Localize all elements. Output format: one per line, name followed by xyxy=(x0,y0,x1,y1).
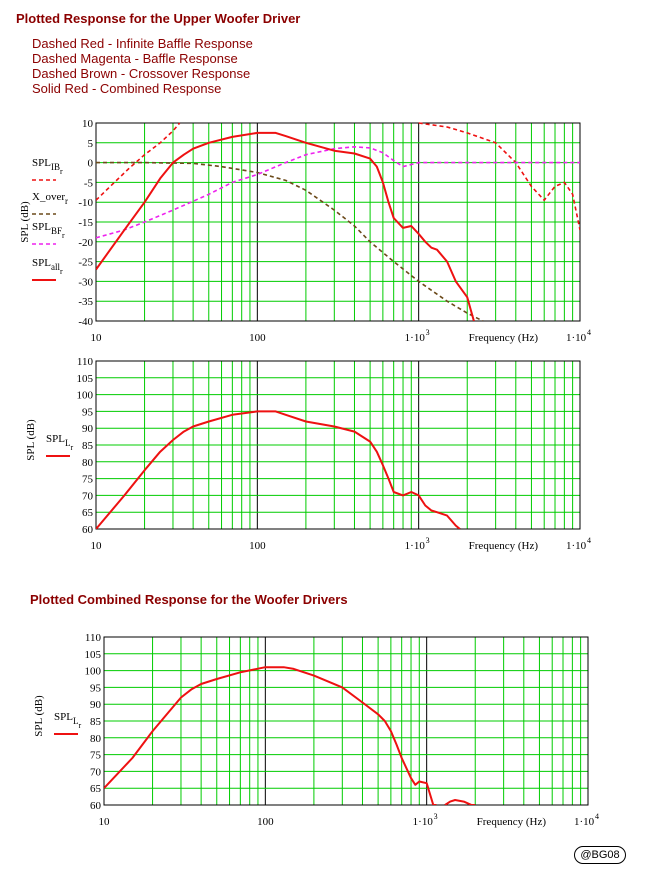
x-tick-label-exponent: 3 xyxy=(434,812,438,821)
legend-spl-bf-label: SPLBFr xyxy=(32,221,65,240)
y-tick-label: -30 xyxy=(78,276,93,288)
x-tick-label: 1·10 xyxy=(566,332,587,344)
y-tick-label: 90 xyxy=(90,699,102,711)
y-tick-label: -20 xyxy=(78,237,93,249)
x-tick-label-exponent: 3 xyxy=(426,536,430,545)
y-tick-label: 70 xyxy=(90,766,102,778)
y-tick-label: 105 xyxy=(85,649,102,661)
y-tick-label: 75 xyxy=(82,474,94,486)
y-tick-label: 95 xyxy=(82,406,94,418)
y-tick-label: 90 xyxy=(82,423,94,435)
x-tick-label: 100 xyxy=(249,540,266,552)
watermark-badge: @BG08 xyxy=(574,846,626,864)
legend-spl-l-combined-label: SPLLr xyxy=(54,711,81,730)
y-tick-label: -15 xyxy=(78,217,93,229)
x-tick-label: 10 xyxy=(91,540,103,552)
x-tick-label-exponent: 4 xyxy=(587,536,591,545)
legend-spl-all-label: SPLallr xyxy=(32,257,63,276)
y-tick-label: 65 xyxy=(82,507,94,519)
plot-frame xyxy=(95,360,581,530)
x-axis-label: Frequency (Hz) xyxy=(469,332,539,344)
legend-spl-ib-label: SPLIBr xyxy=(32,157,63,176)
y-axis-label: SPL (dB) xyxy=(19,201,31,243)
y-tick-label: 60 xyxy=(82,524,94,536)
y-tick-label: -25 xyxy=(78,257,93,269)
x-tick-label: 100 xyxy=(249,332,266,344)
y-tick-label: 75 xyxy=(90,750,102,762)
y-tick-label: 85 xyxy=(82,440,94,452)
y-tick-label: 95 xyxy=(90,682,102,694)
y-tick-label: -5 xyxy=(84,177,94,189)
series-line-spl-ib-r xyxy=(96,122,580,231)
y-tick-label: -35 xyxy=(78,296,93,308)
y-tick-label: 65 xyxy=(90,783,102,795)
y-tick-label: 110 xyxy=(85,632,102,644)
y-tick-label: 100 xyxy=(77,390,94,402)
x-axis-label: Frequency (Hz) xyxy=(469,540,539,552)
y-axis-label: SPL (dB) xyxy=(33,695,45,737)
x-tick-label: 1·10 xyxy=(405,540,426,552)
y-tick-label: 10 xyxy=(82,118,94,130)
x-tick-label: 100 xyxy=(257,816,274,828)
description-baffle: Dashed Magenta - Baffle Response xyxy=(32,51,238,66)
series-line-spl-all-r xyxy=(96,131,475,321)
x-axis-label: Frequency (Hz) xyxy=(477,816,547,828)
legend-x-over-label: X_overr xyxy=(32,191,68,206)
series-line-x-over-r xyxy=(96,161,484,321)
y-tick-label: 70 xyxy=(82,490,94,502)
x-tick-label: 1·10 xyxy=(566,540,587,552)
x-tick-label: 1·10 xyxy=(413,816,434,828)
series-line-spl-l-r xyxy=(96,410,461,529)
x-tick-label: 10 xyxy=(99,816,111,828)
y-tick-label: 0 xyxy=(88,158,94,170)
x-tick-label-exponent: 4 xyxy=(595,812,599,821)
plot-frame xyxy=(103,636,589,806)
legend-spl-l-label: SPLLr xyxy=(46,433,73,452)
x-tick-label: 1·10 xyxy=(574,816,595,828)
description-infinite-baffle: Dashed Red - Infinite Baffle Response xyxy=(32,36,253,51)
description-crossover: Dashed Brown - Crossover Response xyxy=(32,66,251,81)
combined-woofers-title: Plotted Combined Response for the Woofer… xyxy=(30,592,348,607)
y-tick-label: 110 xyxy=(77,356,94,368)
y-tick-label: 80 xyxy=(82,457,94,469)
x-tick-label-exponent: 4 xyxy=(587,328,591,337)
y-tick-label: 80 xyxy=(90,733,102,745)
y-tick-label: 105 xyxy=(77,373,94,385)
x-tick-label: 10 xyxy=(91,332,103,344)
series-line-spl-bf-r xyxy=(96,146,580,239)
description-combined: Solid Red - Combined Response xyxy=(32,81,222,96)
plot-frame xyxy=(95,122,581,322)
y-tick-label: 100 xyxy=(85,666,102,678)
y-axis-label: SPL (dB) xyxy=(25,419,37,461)
y-tick-label: 60 xyxy=(90,800,102,812)
y-tick-label: 85 xyxy=(90,716,102,728)
y-tick-label: -10 xyxy=(78,197,93,209)
y-tick-label: -40 xyxy=(78,316,93,328)
x-tick-label-exponent: 3 xyxy=(426,328,430,337)
y-tick-label: 5 xyxy=(88,138,94,150)
x-tick-label: 1·10 xyxy=(405,332,426,344)
series-line-spl-l-r xyxy=(104,666,476,805)
upper-woofer-title: Plotted Response for the Upper Woofer Dr… xyxy=(16,11,301,26)
